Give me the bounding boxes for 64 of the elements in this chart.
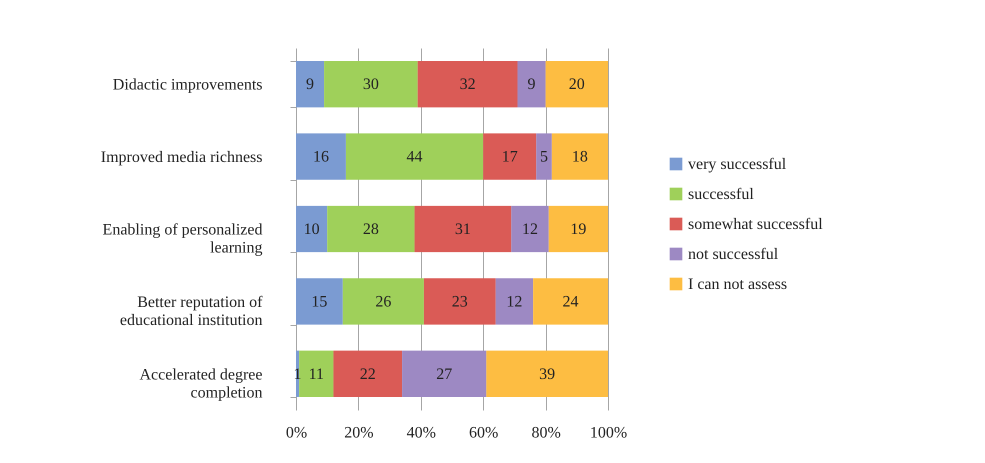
bar [414, 206, 512, 252]
bar [299, 350, 334, 397]
data-label: 10 [304, 221, 320, 238]
bar [296, 206, 328, 252]
bar [518, 61, 546, 108]
data-label: 9 [528, 76, 536, 94]
bar [402, 350, 486, 397]
data-label: 44 [406, 148, 423, 166]
bar [296, 278, 343, 325]
data-label: 32 [460, 76, 476, 94]
bar [533, 278, 608, 325]
data-label: 28 [362, 221, 379, 238]
bar [346, 133, 484, 180]
data-label: 26 [375, 293, 392, 310]
bar [296, 133, 346, 180]
legend-label: not successful [688, 246, 779, 263]
bar [296, 61, 324, 108]
y-tick-label: Improved media richness [100, 149, 262, 166]
bar [483, 133, 536, 180]
data-label: 39 [539, 366, 556, 383]
data-label: 5 [540, 148, 548, 166]
legend-label: successful [688, 186, 754, 203]
legend-label: I can not assess [688, 276, 788, 293]
data-label: 27 [436, 366, 452, 383]
data-label: 18 [572, 148, 588, 166]
y-tick-label: Accelerated degree completion [139, 366, 262, 402]
x-tick-label: 0% [286, 424, 308, 442]
x-tick-label: 80% [531, 424, 561, 442]
bar [486, 350, 608, 397]
x-tick-label: 60% [469, 424, 498, 442]
data-label: 9 [306, 76, 314, 94]
x-tick-label: 40% [406, 424, 436, 442]
bar [536, 133, 552, 180]
data-label: 15 [311, 293, 328, 310]
data-label: 24 [562, 293, 579, 310]
y-tick-label: Didactic improvements [112, 76, 262, 94]
bar [324, 61, 418, 108]
data-label: 23 [452, 293, 468, 310]
data-label: 16 [312, 148, 329, 166]
bar [327, 206, 415, 252]
bar [546, 61, 608, 108]
legend-label: very successful [688, 156, 787, 173]
legend-label: somewhat successful [688, 216, 824, 233]
x-tick-label: 20% [344, 424, 374, 442]
y-tick-label: Enabling of personalized learning [102, 222, 262, 256]
data-label: 11 [308, 366, 324, 383]
bar [496, 278, 534, 325]
bar [424, 278, 496, 325]
bar [333, 350, 402, 397]
data-label: 19 [570, 221, 586, 238]
data-label: 31 [454, 221, 471, 238]
bar [342, 278, 424, 325]
bar [552, 133, 608, 180]
data-label: 12 [506, 293, 522, 310]
data-label: 22 [360, 366, 376, 383]
bar [511, 206, 549, 252]
data-label: 30 [362, 76, 379, 94]
data-label: 17 [502, 148, 518, 166]
bar [418, 61, 518, 108]
bar [548, 206, 608, 252]
data-label: 12 [522, 221, 538, 238]
y-tick-label: Better reputation of educational institution [120, 294, 264, 329]
x-tick-label: 100% [590, 424, 628, 442]
data-label: 20 [568, 76, 585, 94]
